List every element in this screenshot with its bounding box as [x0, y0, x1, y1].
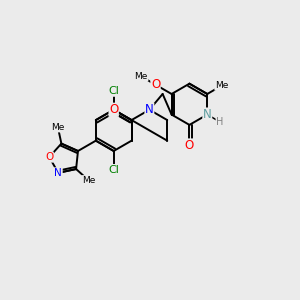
Text: Me: Me — [215, 81, 228, 90]
Text: Me: Me — [82, 176, 95, 184]
Text: O: O — [185, 139, 194, 152]
Text: H: H — [216, 117, 224, 127]
Text: O: O — [151, 78, 160, 91]
Text: O: O — [45, 152, 53, 162]
Text: O: O — [109, 103, 118, 116]
Text: N: N — [203, 108, 212, 121]
Text: Cl: Cl — [108, 86, 119, 96]
Text: N: N — [54, 168, 62, 178]
Text: Me: Me — [51, 123, 64, 132]
Text: Me: Me — [134, 72, 148, 81]
Text: Cl: Cl — [108, 164, 119, 175]
Text: N: N — [145, 103, 154, 116]
